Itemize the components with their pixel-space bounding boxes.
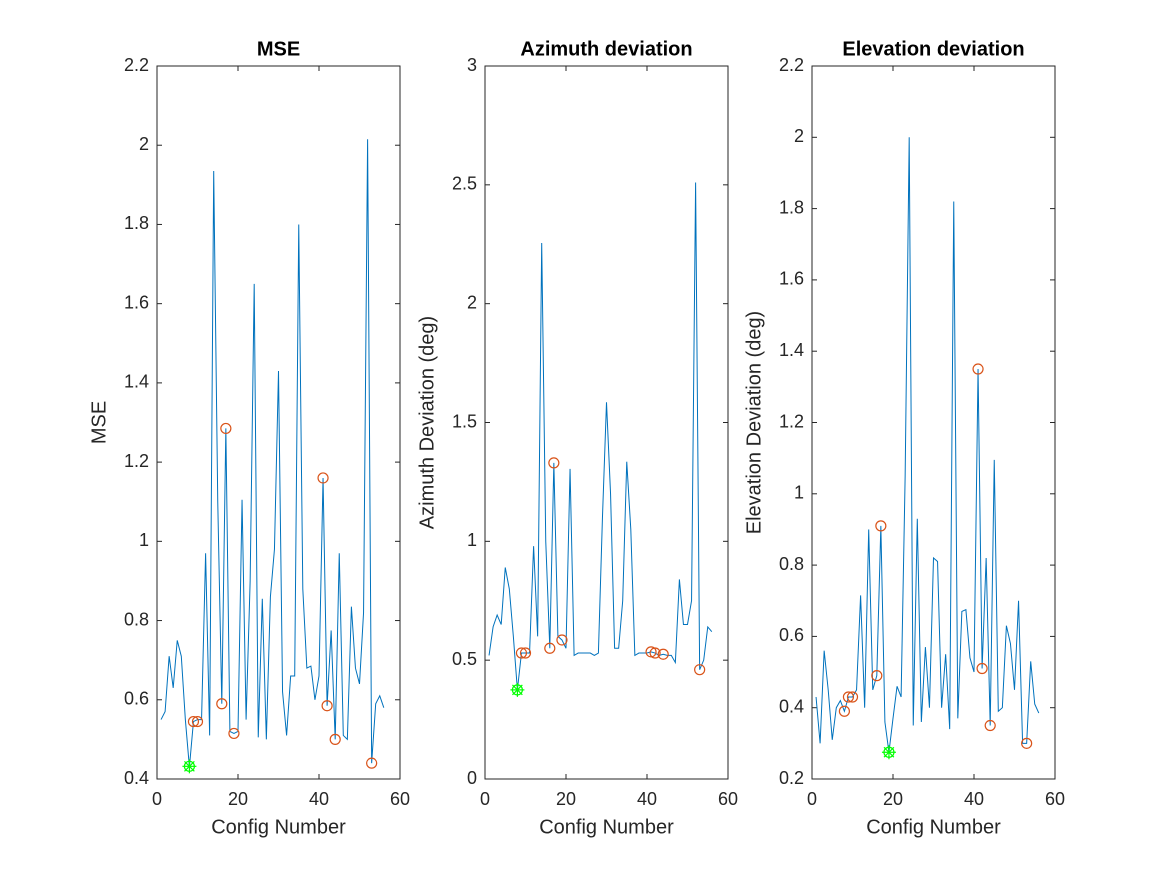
x-tick-label: 0 — [807, 789, 817, 809]
y-tick-label: 2 — [467, 292, 477, 312]
y-tick-label: 2.2 — [124, 55, 149, 75]
y-tick-label: 0.6 — [779, 625, 804, 645]
x-tick-label: 40 — [309, 789, 329, 809]
y-tick-label: 0.8 — [124, 609, 149, 629]
highlight-marker — [191, 715, 204, 728]
x-tick-label: 60 — [390, 789, 410, 809]
highlight-marker — [846, 691, 859, 703]
highlight-marker — [515, 647, 528, 659]
x-tick-label: 60 — [1045, 789, 1065, 809]
highlight-marker — [317, 472, 329, 484]
x-tick-label: 0 — [480, 789, 490, 809]
x-tick-label: 60 — [718, 789, 738, 809]
y-tick-label: 2 — [139, 134, 149, 154]
best-marker-part — [512, 684, 523, 696]
x-axis-label: Config Number — [211, 816, 346, 838]
highlight-marker — [984, 719, 996, 732]
highlight-marker — [548, 457, 560, 469]
best-marker — [881, 745, 896, 760]
x-tick-label: 20 — [883, 789, 903, 809]
best-marker-part — [883, 746, 895, 758]
y-tick-label: 2.2 — [779, 55, 804, 75]
highlight-marker — [519, 647, 532, 659]
chart-title: MSE — [257, 38, 300, 60]
y-tick-label: 0.2 — [779, 768, 804, 788]
y-tick-label: 1.5 — [452, 411, 477, 431]
highlight-marker — [329, 733, 341, 745]
y-tick-label: 1 — [794, 483, 804, 503]
y-tick-label: 1.8 — [779, 197, 804, 217]
y-tick-label: 1.2 — [779, 411, 804, 431]
y-tick-label: 0 — [467, 768, 477, 788]
best-marker — [182, 759, 197, 774]
y-tick-label: 1 — [139, 530, 149, 550]
y-tick-label: 1.2 — [124, 451, 149, 471]
highlight-marker — [220, 422, 232, 435]
best-marker — [510, 682, 525, 697]
chart-title: Elevation deviation — [842, 38, 1024, 60]
y-tick-label: 1.4 — [124, 372, 149, 392]
x-tick-label: 20 — [556, 789, 576, 809]
y-tick-label: 1.8 — [124, 213, 149, 233]
y-tick-label: 0.8 — [779, 554, 804, 574]
highlight-marker — [187, 715, 200, 728]
highlight-marker — [544, 642, 556, 654]
y-tick-label: 1.6 — [124, 292, 149, 312]
highlight-marker — [976, 662, 988, 675]
y-tick-label: 0.4 — [779, 696, 804, 716]
axes-box — [811, 65, 1056, 780]
x-axis-label: Config Number — [539, 816, 674, 838]
x-tick-label: 40 — [637, 789, 657, 809]
y-tick-label: 1.4 — [779, 340, 804, 360]
x-tick-label: 40 — [964, 789, 984, 809]
highlight-marker — [838, 705, 851, 717]
x-tick-label: 20 — [228, 789, 248, 809]
highlight-marker — [657, 648, 669, 660]
y-tick-label: 1.6 — [779, 269, 804, 289]
highlight-marker — [649, 647, 661, 659]
y-tick-label: 0.6 — [124, 689, 149, 709]
x-tick-label: 0 — [152, 789, 162, 809]
highlight-marker — [366, 757, 378, 769]
highlight-marker — [556, 634, 568, 646]
data-line — [488, 182, 713, 690]
chart-title: Azimuth deviation — [520, 38, 692, 60]
highlight-marker — [875, 520, 887, 532]
y-axis-label: Elevation Deviation (deg) — [743, 311, 765, 534]
y-axis-label: MSE — [88, 401, 110, 444]
highlight-marker — [228, 727, 240, 740]
highlight-marker — [842, 691, 855, 703]
data-line — [815, 137, 1040, 753]
y-tick-label: 0.4 — [124, 768, 149, 788]
y-tick-label: 2.5 — [452, 174, 477, 194]
axes-box — [156, 65, 401, 780]
best-marker-part — [184, 760, 195, 772]
highlight-marker — [871, 670, 883, 682]
data-line — [160, 139, 385, 768]
y-tick-label: 2 — [794, 126, 804, 146]
highlight-marker — [321, 700, 333, 712]
highlight-marker — [1021, 737, 1033, 749]
x-axis-label: Config Number — [866, 816, 1001, 838]
y-tick-label: 0.5 — [452, 649, 477, 669]
y-tick-label: 3 — [467, 55, 477, 75]
y-tick-label: 1 — [467, 530, 477, 550]
y-axis-label: Azimuth Deviation (deg) — [416, 316, 438, 529]
highlight-marker — [694, 664, 706, 676]
highlight-marker — [972, 363, 984, 375]
highlight-marker — [216, 698, 228, 710]
axes-box — [484, 65, 729, 780]
